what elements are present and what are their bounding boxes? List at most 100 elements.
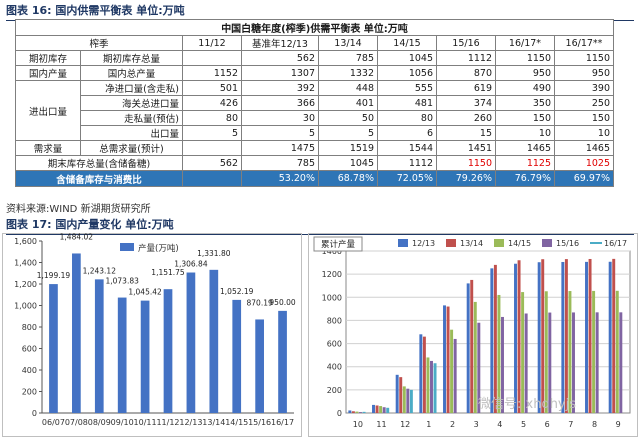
bar: [541, 259, 545, 413]
bar: [524, 313, 528, 413]
bar: [163, 289, 173, 413]
bar: [186, 272, 196, 413]
table-cell: 1451: [436, 140, 496, 156]
table-cell: 501: [182, 80, 242, 96]
x-tick-label: 3: [474, 420, 479, 429]
data-label: 1,306.84: [174, 260, 208, 269]
bar: [406, 388, 410, 413]
table-cell: 1112: [436, 50, 496, 66]
bar: [572, 312, 575, 413]
table-cell: 1519: [318, 140, 378, 156]
x-tick-label: 6: [545, 420, 550, 429]
bar: [395, 374, 399, 413]
bar: [477, 322, 481, 413]
x-tick-label: 13/14: [202, 418, 225, 427]
data-label: 950.00: [269, 298, 295, 307]
legend-label: 12/13: [412, 239, 435, 248]
table-cell: 1307: [241, 65, 319, 81]
wechat-watermark: 微信号: xhqhyjs: [478, 397, 577, 412]
table-row: 进出口量 净进口量(含走私) 501 392 448 555 619 490 390: [15, 80, 614, 141]
row-group-label: 期初库存: [15, 50, 81, 66]
bar: [588, 258, 592, 413]
chart-title-box: [313, 236, 363, 252]
bar: [399, 377, 403, 413]
table-cell: 1045: [318, 155, 378, 171]
bar: [278, 310, 287, 413]
bar: [548, 312, 552, 413]
bar: [351, 411, 355, 413]
season-column-header: 16/17*: [495, 35, 555, 51]
table-cell: 1332: [318, 65, 378, 81]
bar: [514, 263, 517, 413]
y-tick-label: 0: [337, 409, 342, 418]
legend-swatch: [542, 239, 552, 247]
row-item-label: 走私量(预估): [80, 110, 183, 126]
x-tick-label: 11: [376, 420, 386, 429]
table-cell: 1125: [495, 155, 555, 171]
plot-area: [345, 250, 631, 414]
table-cell: 448: [318, 80, 378, 96]
legend-label: 16/17: [604, 239, 627, 248]
table-cell: 80: [377, 110, 437, 126]
bar: [433, 363, 437, 413]
table-cell: 5: [318, 125, 378, 141]
x-tick-label: 9: [616, 420, 621, 429]
bar: [544, 291, 548, 413]
bar: [450, 329, 454, 413]
bar: [140, 300, 150, 413]
bar: [426, 357, 430, 413]
x-tick-label: 10/11: [134, 418, 157, 427]
x-tick-label: 15/16: [248, 418, 271, 427]
bar: [595, 312, 599, 413]
x-tick-label: 7: [568, 420, 573, 429]
y-tick-label: 400: [22, 366, 37, 375]
bar: [443, 305, 446, 413]
row-item-label: 期初库存总量: [80, 50, 183, 66]
bar: [430, 360, 433, 413]
table-cell: 10: [554, 125, 614, 141]
supply-demand-table: 中国白糖年度(榨季)供需平衡表 单位:万吨 榨季 11/12 基准年12/13 13/1…: [15, 19, 614, 187]
table-cell: 1150: [495, 50, 555, 66]
y-tick-label: 600: [22, 345, 37, 354]
row-item-label: 海关总进口量: [80, 95, 183, 111]
y-tick-label: 400: [327, 363, 342, 372]
y-tick-label: 1,400: [14, 259, 37, 268]
table-cell: 260: [436, 110, 496, 126]
figure-17-title: 图表 17: 国内产量变化 单位:万吨: [6, 216, 634, 235]
table-cell: 562: [241, 50, 319, 66]
x-tick-label: 11/12: [156, 418, 179, 427]
ratio-cell: 72.05%: [377, 170, 437, 187]
legend-swatch: [120, 243, 134, 251]
table-cell: 1544: [377, 140, 437, 156]
y-tick-label: 800: [327, 316, 342, 325]
table-cell: 426: [182, 95, 242, 111]
bar: [568, 291, 572, 413]
data-label: 1,243.12: [83, 266, 117, 275]
figure-17-label: 图表 17:: [6, 218, 52, 231]
ratio-label: 含储备库存与消费比: [15, 170, 183, 187]
x-tick-label: 08/09: [88, 418, 111, 427]
bar: [348, 410, 352, 413]
figure-16-title: 图表 16: 国内供需平衡表 单位:万吨: [6, 2, 634, 21]
table-cell: 80: [182, 110, 242, 126]
table-caption-row: 中国白糖年度(榨季)供需平衡表 单位:万吨: [15, 19, 614, 36]
row-item-label: 总需求量(预计): [80, 140, 183, 156]
x-tick-label: 10: [353, 420, 363, 429]
cumulative-production-chart: 0200400600800100012001400累计产量12/1313/141…: [308, 233, 638, 437]
table-cell: 5: [241, 125, 319, 141]
ratio-cell: 68.78%: [318, 170, 378, 187]
table-cell: 374: [436, 95, 496, 111]
table-cell: 1045: [377, 50, 437, 66]
row-item-label: 国内总产量: [80, 65, 183, 81]
bar: [355, 411, 359, 413]
bar: [501, 316, 504, 413]
table-cell: 785: [318, 50, 378, 66]
y-tick-label: 1,600: [14, 237, 37, 246]
table-cell: 555: [377, 80, 437, 96]
table-cell: 1475: [241, 140, 319, 156]
legend-label: 产量(万吨): [138, 243, 179, 254]
table-cell: 30: [241, 110, 319, 126]
x-tick-label: 16/17: [271, 418, 294, 427]
title-rule: [6, 233, 634, 235]
bar: [521, 292, 525, 413]
